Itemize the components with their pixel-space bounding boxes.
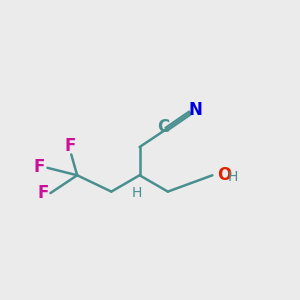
Text: C: C bbox=[157, 118, 169, 136]
Text: O: O bbox=[217, 166, 231, 184]
Text: F: F bbox=[33, 158, 45, 176]
Text: N: N bbox=[188, 101, 203, 119]
Text: H: H bbox=[131, 186, 142, 200]
Text: H: H bbox=[228, 170, 238, 184]
Text: F: F bbox=[64, 136, 75, 154]
Text: F: F bbox=[37, 184, 49, 202]
